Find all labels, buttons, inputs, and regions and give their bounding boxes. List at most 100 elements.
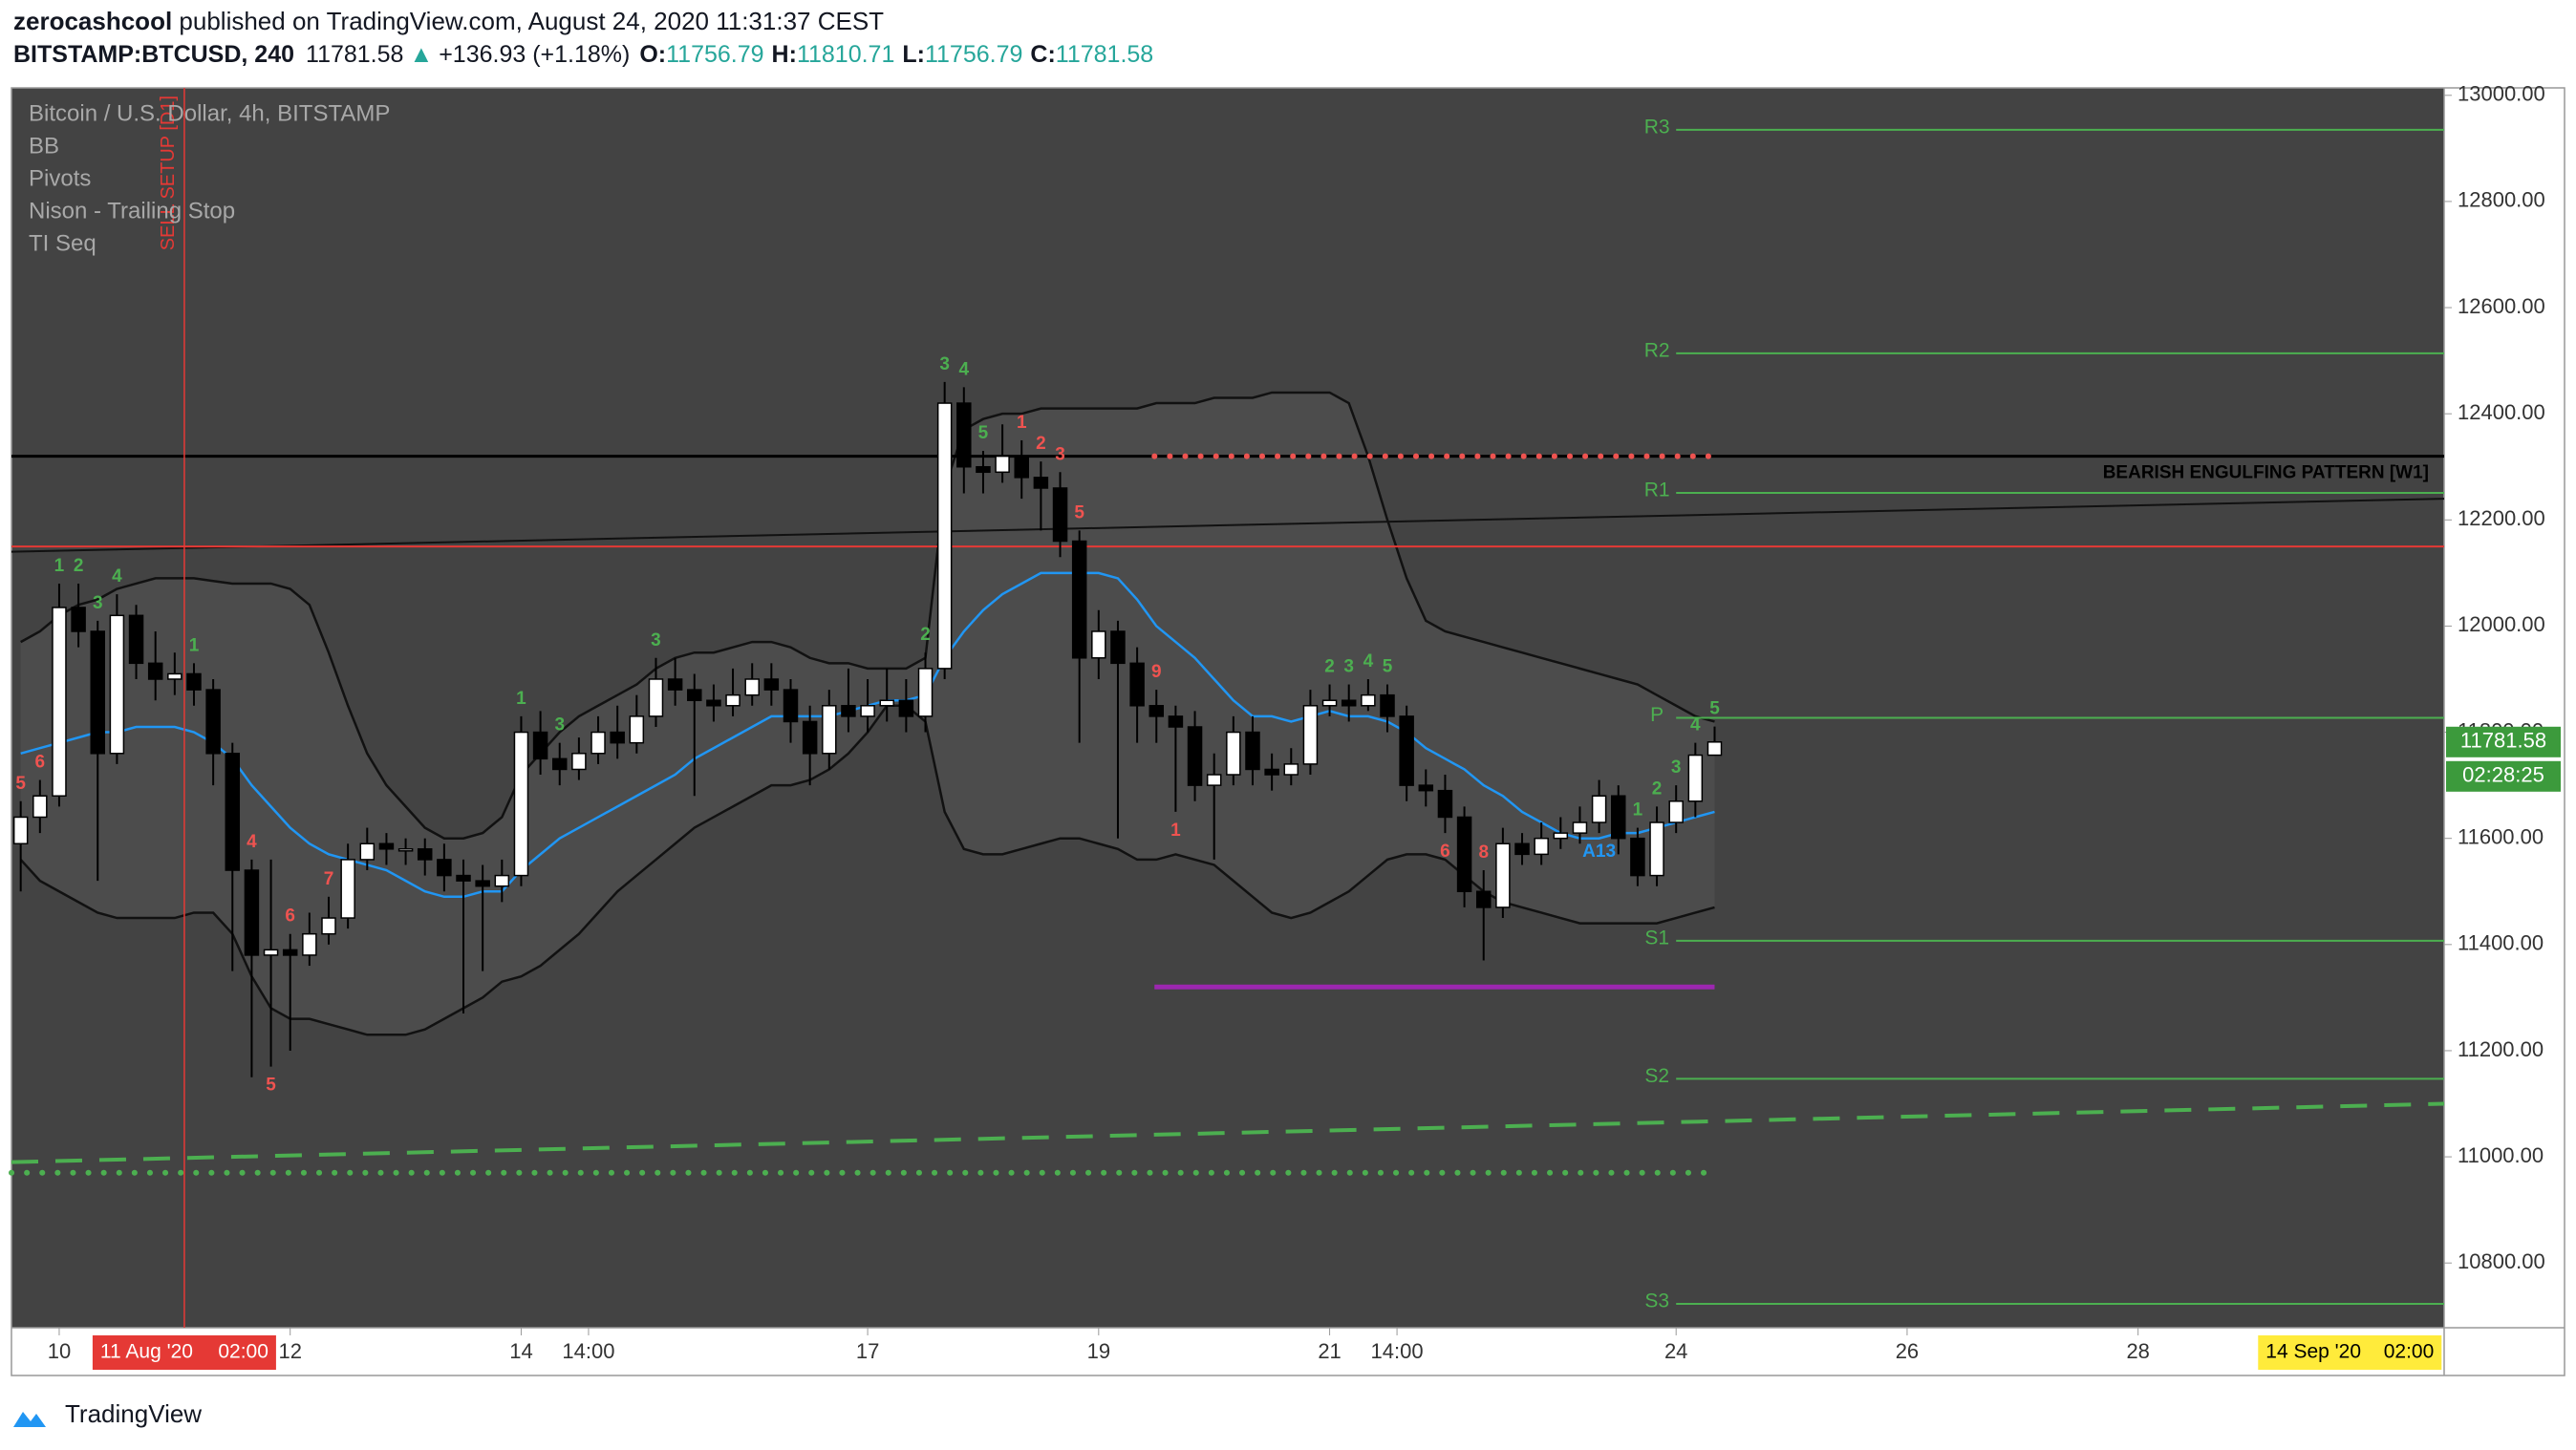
l: 11756.79 (925, 41, 1022, 68)
y-tick-label: 12800.00 (2458, 188, 2545, 212)
candle-body (205, 689, 221, 755)
pivot-label: R1 (1644, 480, 1670, 501)
candle-body (1437, 789, 1453, 819)
candle-body (321, 917, 336, 935)
candle-body (956, 402, 972, 468)
y-tick-label: 11600.00 (2458, 825, 2544, 849)
candle-body (340, 859, 355, 919)
change: +136.93 (+1.18%) (439, 41, 630, 68)
candle-body (1245, 731, 1260, 771)
legend-item: TI Seq (29, 230, 97, 256)
last: 11781.58 (306, 41, 403, 68)
td-label: 3 (1671, 757, 1682, 778)
candle-body (571, 753, 587, 771)
td-label: 6 (285, 906, 295, 927)
td-label: 3 (1055, 444, 1065, 464)
candle-body (263, 949, 279, 956)
candle-body (1399, 715, 1414, 786)
td-label: A13 (1582, 842, 1616, 862)
candle-body (629, 715, 645, 744)
candle-body (513, 731, 529, 877)
candle-body (1226, 731, 1241, 776)
logo (13, 1412, 46, 1427)
pivot-label: S3 (1644, 1290, 1669, 1312)
td-label: 1 (1170, 821, 1181, 841)
level-line (11, 498, 2445, 553)
candle-body (494, 874, 510, 887)
candle-body (725, 693, 741, 707)
candle-body (532, 731, 548, 760)
td-label: 3 (554, 715, 565, 736)
candle-body (109, 614, 125, 755)
td-label: 5 (15, 774, 26, 794)
td-label: 3 (651, 630, 661, 650)
candle-body (1572, 821, 1588, 834)
candle-body (1071, 540, 1087, 659)
candle-body (282, 949, 298, 956)
level-label: BEARISH ENGULFING PATTERN [W1] (2103, 463, 2429, 483)
x-tick-label: 10 (48, 1339, 71, 1363)
td-label: 1 (189, 635, 200, 655)
countdown-box (2446, 760, 2561, 792)
candle-body (667, 678, 683, 691)
legend-item: Pivots (29, 165, 91, 191)
candle-body (1129, 662, 1145, 707)
candle-body (1649, 821, 1664, 877)
candle-body (1553, 832, 1569, 840)
cursor-time: 02:00 (2384, 1341, 2435, 1363)
candle-body (802, 720, 818, 755)
td-label: 5 (266, 1076, 276, 1096)
published: published on TradingView.com, August 24,… (179, 7, 884, 35)
pivot-label: S1 (1644, 927, 1669, 949)
candle-body (648, 678, 664, 717)
o: 11756.79 (666, 41, 763, 68)
candle-body (1611, 795, 1626, 840)
candle-body (475, 880, 490, 887)
y-tick-label: 11400.00 (2458, 931, 2544, 955)
legend-item: Bitcoin / U.S. Dollar, 4h, BITSTAMP (29, 100, 390, 126)
candle-body (1514, 842, 1530, 856)
candle-body (1148, 705, 1165, 717)
candle-body (744, 678, 760, 696)
td-label: 3 (93, 593, 103, 613)
symbol: BITSTAMP:BTCUSD, 240 (13, 41, 294, 68)
x-tick-label: 14 (509, 1339, 532, 1363)
td-label: 1 (516, 689, 526, 709)
candle-body (860, 705, 875, 717)
candle-body (1052, 487, 1068, 543)
candle-body (52, 607, 67, 797)
l-label: L: (902, 41, 925, 68)
td-label: 1 (1633, 800, 1643, 821)
candle-body (898, 699, 914, 717)
bb-upper (20, 391, 1715, 840)
plot: BEARISH ENGULFING PATTERN [W1] R3 R2 R1 P S1 S… (9, 88, 2445, 1328)
candle-body (90, 630, 106, 755)
publish-line: zerocashcool published on TradingView.co… (13, 7, 884, 35)
y-tick-label: 11200.00 (2458, 1037, 2544, 1061)
countdown: 02:28:25 (2462, 763, 2544, 787)
cursor-box (92, 1335, 276, 1370)
y-tick-label: 12000.00 (2458, 612, 2545, 636)
candle-body (976, 465, 991, 474)
candle-body (1534, 837, 1549, 856)
candle-body (32, 795, 48, 819)
candle-body (936, 402, 953, 670)
candle-body (1168, 715, 1184, 728)
publisher: zerocashcool (13, 7, 172, 35)
legend: Bitcoin / U.S. Dollar, 4h, BITSTAMP BB P… (29, 100, 390, 256)
legend-item: Nison - Trailing Stop (29, 198, 235, 224)
pivot-label: R3 (1644, 116, 1670, 138)
td-label: 9 (1151, 662, 1162, 682)
td-label: 3 (939, 354, 950, 374)
candle-body (1668, 800, 1684, 823)
y-tick-label: 11000.00 (2458, 1143, 2544, 1167)
candle-body (417, 848, 433, 861)
td-label: 2 (1652, 778, 1663, 799)
td-label: 4 (1363, 651, 1374, 672)
candle-body (610, 731, 625, 744)
pivot-label: S2 (1644, 1065, 1669, 1087)
arrow: ▲ (409, 41, 433, 68)
y-tick-label: 10800.00 (2458, 1249, 2545, 1273)
candle-body (1110, 630, 1126, 665)
